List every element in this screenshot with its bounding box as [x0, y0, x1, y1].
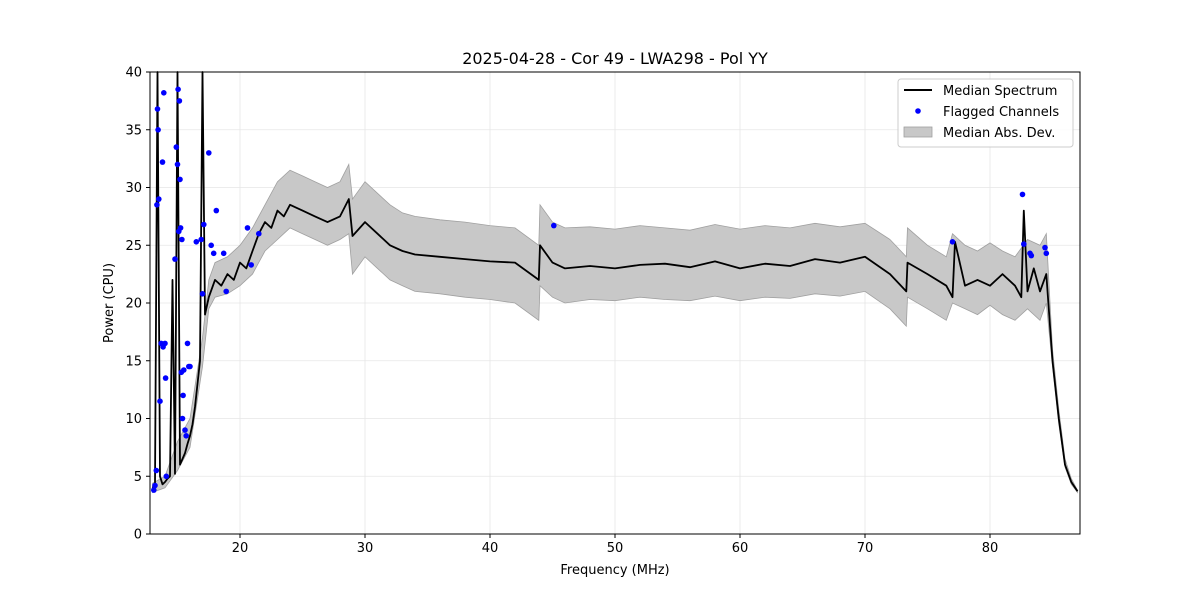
legend-mad-swatch [903, 126, 933, 138]
flagged-channel-point [184, 340, 191, 347]
x-tick-label: 40 [482, 541, 499, 556]
flagged-channel-point [151, 487, 157, 493]
flagged-channel-point [201, 221, 207, 228]
flagged-channel-point [155, 127, 161, 133]
flagged-channel-point [1021, 241, 1027, 247]
y-tick-label: 5 [134, 470, 142, 485]
legend-flagged-swatch [915, 108, 921, 114]
legend: Median Spectrum Flagged Channels Median … [897, 78, 1074, 148]
flagged-channel-point [182, 427, 188, 433]
mad-band [152, 163, 1078, 494]
flagged-channel-point [162, 340, 168, 347]
x-tick-label: 30 [357, 541, 374, 556]
flagged-channel-point [154, 106, 161, 112]
flagged-channel-point [1028, 252, 1035, 259]
legend-median-label: Median Spectrum [943, 84, 1057, 99]
flagged-channel-point [551, 222, 557, 229]
flagged-channel-point [1042, 244, 1048, 251]
flagged-points [151, 86, 1050, 493]
flagged-channel-point [199, 291, 206, 297]
flagged-channel-point [244, 225, 251, 231]
y-tick-label: 30 [125, 181, 142, 196]
axis-ticks: 20 30 40 50 60 70 80 0 5 10 15 20 25 30 35 40 [125, 66, 998, 557]
flagged-channel-point [176, 98, 183, 104]
flagged-channel-point [157, 398, 163, 405]
mad-band-area [152, 163, 1078, 494]
flagged-channel-point [1019, 191, 1026, 198]
flagged-channel-point [172, 256, 178, 262]
chart-title: 2025-04-28 - Cor 49 - LWA298 - Pol YY [462, 49, 768, 68]
x-tick-label: 70 [857, 541, 874, 556]
flagged-channel-point [220, 250, 227, 257]
flagged-channel-point [223, 288, 229, 295]
flagged-channel-point [248, 262, 254, 268]
y-tick-label: 25 [125, 239, 142, 254]
flagged-channel-point [161, 90, 167, 96]
x-tick-label: 50 [607, 541, 624, 556]
legend-mad-label: Median Abs. Dev. [943, 126, 1055, 141]
flagged-channel-point [179, 415, 186, 422]
flagged-channel-point [949, 239, 956, 245]
flagged-channel-point [156, 196, 162, 202]
median-spectrum-line [151, 71, 1079, 492]
x-tick-label: 20 [232, 541, 249, 556]
flagged-channel-point [177, 225, 184, 231]
y-tick-label: 10 [125, 412, 142, 427]
flagged-channel-point [180, 392, 186, 399]
flagged-channel-point [210, 250, 217, 257]
flagged-channel-point [213, 207, 220, 214]
y-tick-label: 20 [125, 297, 142, 312]
flagged-channel-point [154, 202, 160, 208]
legend-flagged-label: Flagged Channels [943, 105, 1059, 120]
flagged-channel-point [208, 242, 214, 249]
flagged-channel-point [181, 367, 187, 373]
flagged-channel-point [206, 150, 212, 156]
y-axis-label: Power (CPU) [102, 263, 117, 343]
y-tick-label: 15 [125, 354, 142, 369]
x-axis-label: Frequency (MHz) [560, 563, 669, 578]
x-tick-label: 60 [732, 541, 749, 556]
flagged-channel-point [162, 375, 169, 381]
flagged-channel-point [255, 230, 262, 237]
flagged-channel-point [198, 236, 204, 243]
y-tick-label: 35 [125, 123, 142, 138]
flagged-channel-point [153, 467, 160, 474]
y-tick-label: 40 [125, 66, 142, 81]
flagged-channel-point [187, 363, 193, 370]
flagged-channel-point [174, 161, 181, 168]
legend-box [897, 78, 1074, 148]
flagged-channel-point [1043, 250, 1050, 257]
flagged-channel-point [193, 239, 200, 245]
flagged-channel-point [177, 176, 183, 183]
flagged-channel-point [183, 433, 189, 439]
flagged-channel-point [163, 473, 170, 480]
flagged-channel-point [173, 144, 180, 150]
flagged-channel-point [179, 236, 185, 243]
y-tick-label: 0 [134, 528, 142, 543]
x-tick-label: 80 [982, 541, 999, 556]
flagged-channel-point [175, 86, 181, 93]
flagged-channel-point [159, 159, 166, 165]
flagged-channel-point [152, 482, 158, 489]
median-line [151, 71, 1079, 492]
